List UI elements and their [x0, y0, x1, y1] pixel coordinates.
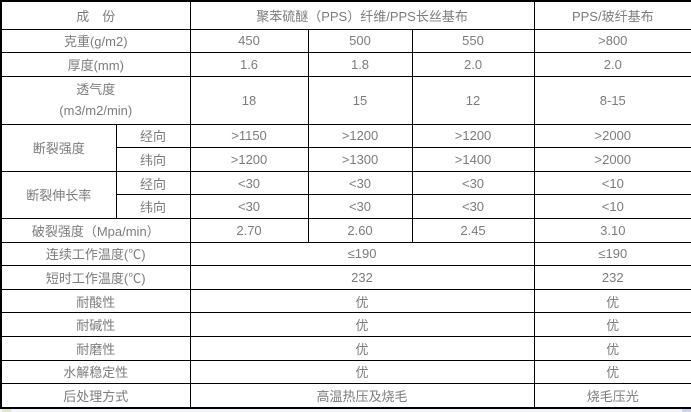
row-short-term-temp: 短时工作温度(℃) 232 232 — [0, 265, 691, 290]
row-continuous-temp: 连续工作温度(℃) ≤190 ≤190 — [0, 241, 691, 267]
cell-thickness-2: 1.8 — [307, 52, 413, 77]
row-alkali-resistance: 耐碱性 优 优 — [0, 312, 691, 338]
row-thickness: 厚度(mm) 1.6 1.8 2.0 2.0 — [0, 52, 691, 77]
cell-breaking-warp-3: >1200 — [411, 123, 535, 149]
header-glass-fabric: PPS/玻纤基布 — [533, 0, 691, 30]
row-label-elongation: 断裂伸长率 — [0, 170, 117, 220]
sub-label-warp: 经向 — [115, 123, 191, 149]
cell-breaking-weft-1: >1200 — [189, 147, 309, 172]
row-label-alkali-resistance: 耐碱性 — [0, 312, 191, 338]
cell-thickness-1: 1.6 — [189, 52, 309, 77]
row-label-short-term-temp: 短时工作温度(℃) — [0, 265, 191, 290]
cell-short-term-temp-glass: 232 — [533, 265, 691, 290]
cell-air-permeability-1: 18 — [189, 75, 309, 125]
row-label-abrasion-resistance: 耐磨性 — [0, 336, 191, 361]
cell-air-permeability-glass: 8-15 — [533, 75, 691, 125]
row-label-breaking-strength: 断裂强度 — [0, 123, 117, 172]
cell-breaking-weft-glass: >2000 — [533, 147, 691, 172]
cell-post-treatment-pps: 高温热压及烧毛 — [189, 383, 535, 409]
cell-post-treatment-glass: 烧毛压光 — [533, 383, 691, 409]
row-label-thickness: 厚度(mm) — [0, 52, 191, 77]
row-label-hydrolysis-stability: 水解稳定性 — [0, 359, 191, 385]
page-background-strip — [0, 409, 691, 412]
cell-elongation-warp-glass: <10 — [533, 170, 691, 196]
cell-elongation-warp-2: <30 — [307, 170, 413, 196]
row-breaking-strength-warp: 断裂强度 经向 >1150 >1200 >1200 >2000 — [0, 123, 691, 172]
header-composition: 成 份 — [0, 0, 191, 30]
sub-label-weft: 纬向 — [115, 194, 191, 220]
cell-gram-weight-2: 500 — [307, 28, 413, 54]
row-elongation-warp: 断裂伸长率 经向 <30 <30 <30 <10 — [0, 170, 691, 220]
cell-elongation-warp-3: <30 — [411, 170, 535, 196]
cell-elongation-weft-2: <30 — [307, 194, 413, 220]
row-burst-strength: 破裂强度（Mpa/min） 2.70 2.60 2.45 3.10 — [0, 218, 691, 243]
row-acid-resistance: 耐酸性 优 优 — [0, 288, 691, 314]
cell-breaking-warp-2: >1200 — [307, 123, 413, 149]
cell-abrasion-resistance-glass: 优 — [533, 336, 691, 361]
cell-breaking-weft-3: >1400 — [411, 147, 535, 172]
air-permeability-label-line1: 透气度 — [76, 82, 116, 98]
cell-hydrolysis-stability-pps: 优 — [189, 359, 535, 385]
header-pps-fabric: 聚苯硫醚（PPS）纤维/PPS长丝基布 — [189, 0, 535, 30]
row-post-treatment: 后处理方式 高温热压及烧毛 烧毛压光 — [0, 383, 691, 409]
row-label-post-treatment: 后处理方式 — [0, 383, 191, 409]
air-permeability-label-line2: (m3/m2/min) — [59, 103, 133, 119]
cell-gram-weight-1: 450 — [189, 28, 309, 54]
cell-gram-weight-3: 550 — [411, 28, 535, 54]
row-elongation-weft: 纬向 <30 <30 <30 <10 — [1, 194, 691, 220]
row-abrasion-resistance: 耐磨性 优 优 — [0, 336, 691, 361]
row-label-burst-strength: 破裂强度（Mpa/min） — [0, 218, 191, 243]
cell-acid-resistance-pps: 优 — [189, 288, 535, 314]
cell-burst-2: 2.60 — [307, 218, 413, 243]
table-header-row: 成 份 聚苯硫醚（PPS）纤维/PPS长丝基布 PPS/玻纤基布 — [0, 0, 691, 30]
cell-acid-resistance-glass: 优 — [533, 288, 691, 314]
cell-thickness-3: 2.0 — [411, 52, 535, 77]
cell-abrasion-resistance-pps: 优 — [189, 336, 535, 361]
cell-burst-3: 2.45 — [411, 218, 535, 243]
cell-air-permeability-3: 12 — [411, 75, 535, 125]
sub-label-weft: 纬向 — [115, 147, 191, 172]
row-hydrolysis-stability: 水解稳定性 优 优 — [0, 359, 691, 385]
cell-thickness-glass: 2.0 — [533, 52, 691, 77]
cell-air-permeability-2: 15 — [307, 75, 413, 125]
cell-elongation-weft-1: <30 — [189, 194, 309, 220]
page-artifact-left — [2, 409, 11, 412]
row-label-acid-resistance: 耐酸性 — [0, 288, 191, 314]
cell-alkali-resistance-glass: 优 — [533, 312, 691, 338]
cell-breaking-weft-2: >1300 — [307, 147, 413, 172]
page-artifact-right — [682, 409, 691, 412]
cell-hydrolysis-stability-glass: 优 — [533, 359, 691, 385]
sub-label-warp: 经向 — [115, 170, 191, 196]
row-label-gram-weight: 克重(g/m2) — [0, 28, 191, 54]
cell-breaking-warp-glass: >2000 — [533, 123, 691, 149]
cell-continuous-temp-pps: ≤190 — [189, 241, 535, 267]
cell-elongation-weft-glass: <10 — [533, 194, 691, 220]
cell-burst-glass: 3.10 — [533, 218, 691, 243]
row-air-permeability: 透气度 (m3/m2/min) 18 15 12 8-15 — [0, 75, 691, 125]
cell-gram-weight-glass: >800 — [533, 28, 691, 54]
row-gram-weight: 克重(g/m2) 450 500 550 >800 — [0, 28, 691, 54]
cell-alkali-resistance-pps: 优 — [189, 312, 535, 338]
row-label-air-permeability: 透气度 (m3/m2/min) — [0, 75, 191, 125]
row-label-continuous-temp: 连续工作温度(℃) — [0, 241, 191, 267]
cell-short-term-temp-pps: 232 — [189, 265, 535, 290]
cell-burst-1: 2.70 — [189, 218, 309, 243]
cell-continuous-temp-glass: ≤190 — [533, 241, 691, 267]
cell-elongation-warp-1: <30 — [189, 170, 309, 196]
cell-elongation-weft-3: <30 — [411, 194, 535, 220]
cell-breaking-warp-1: >1150 — [189, 123, 309, 149]
